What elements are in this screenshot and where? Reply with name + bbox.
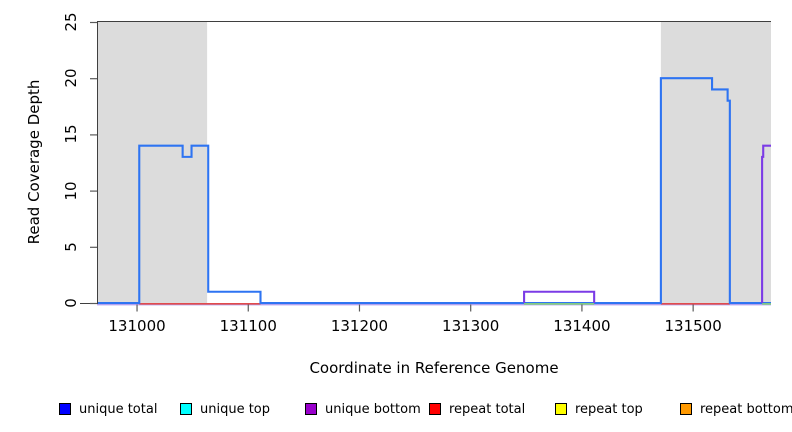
y-axis-tick-label: 20 <box>62 68 80 88</box>
y-axis-tick-label: 10 <box>62 181 80 201</box>
legend-item: repeat total <box>429 401 525 417</box>
legend-label: repeat total <box>449 401 526 417</box>
repeat-region <box>97 21 208 304</box>
y-axis-tick-label: 15 <box>62 124 80 144</box>
coverage-chart-svg <box>80 21 771 312</box>
legend-label: repeat bottom <box>700 401 792 417</box>
x-axis-tick-label: 131300 <box>442 317 500 335</box>
legend-label: repeat top <box>575 401 643 417</box>
y-axis-tick-label: 0 <box>62 298 80 308</box>
y-axis-label: Read Coverage Depth <box>25 79 43 245</box>
legend-label: unique top <box>200 401 271 417</box>
legend-label: unique bottom <box>325 401 421 417</box>
x-axis-label: Coordinate in Reference Genome <box>309 359 559 377</box>
x-axis-tick-label: 131200 <box>330 317 389 335</box>
legend-swatch-icon <box>429 403 441 415</box>
y-axis-tick-label: 25 <box>62 12 80 32</box>
x-axis-tick-label: 131400 <box>553 317 611 335</box>
legend-item: unique top <box>180 401 270 417</box>
legend-swatch-icon <box>680 403 692 415</box>
legend-swatch-icon <box>555 403 567 415</box>
legend-swatch-icon <box>305 403 317 415</box>
legend-swatch-icon <box>59 403 71 415</box>
legend-item: repeat bottom <box>680 401 792 417</box>
legend-label: unique total <box>79 401 158 417</box>
y-axis-tick-label: 5 <box>62 242 80 252</box>
x-axis-tick-label: 131000 <box>108 317 166 335</box>
legend-item: unique total <box>59 401 157 417</box>
unique-bottom-line <box>523 144 771 303</box>
unique-total-line <box>97 77 771 305</box>
legend-item: repeat top <box>555 401 643 417</box>
repeat-region <box>660 21 771 304</box>
x-axis-tick-label: 131500 <box>664 317 722 335</box>
x-axis-tick-label: 131100 <box>219 317 277 335</box>
legend-swatch-icon <box>180 403 192 415</box>
legend-item: unique bottom <box>305 401 421 417</box>
